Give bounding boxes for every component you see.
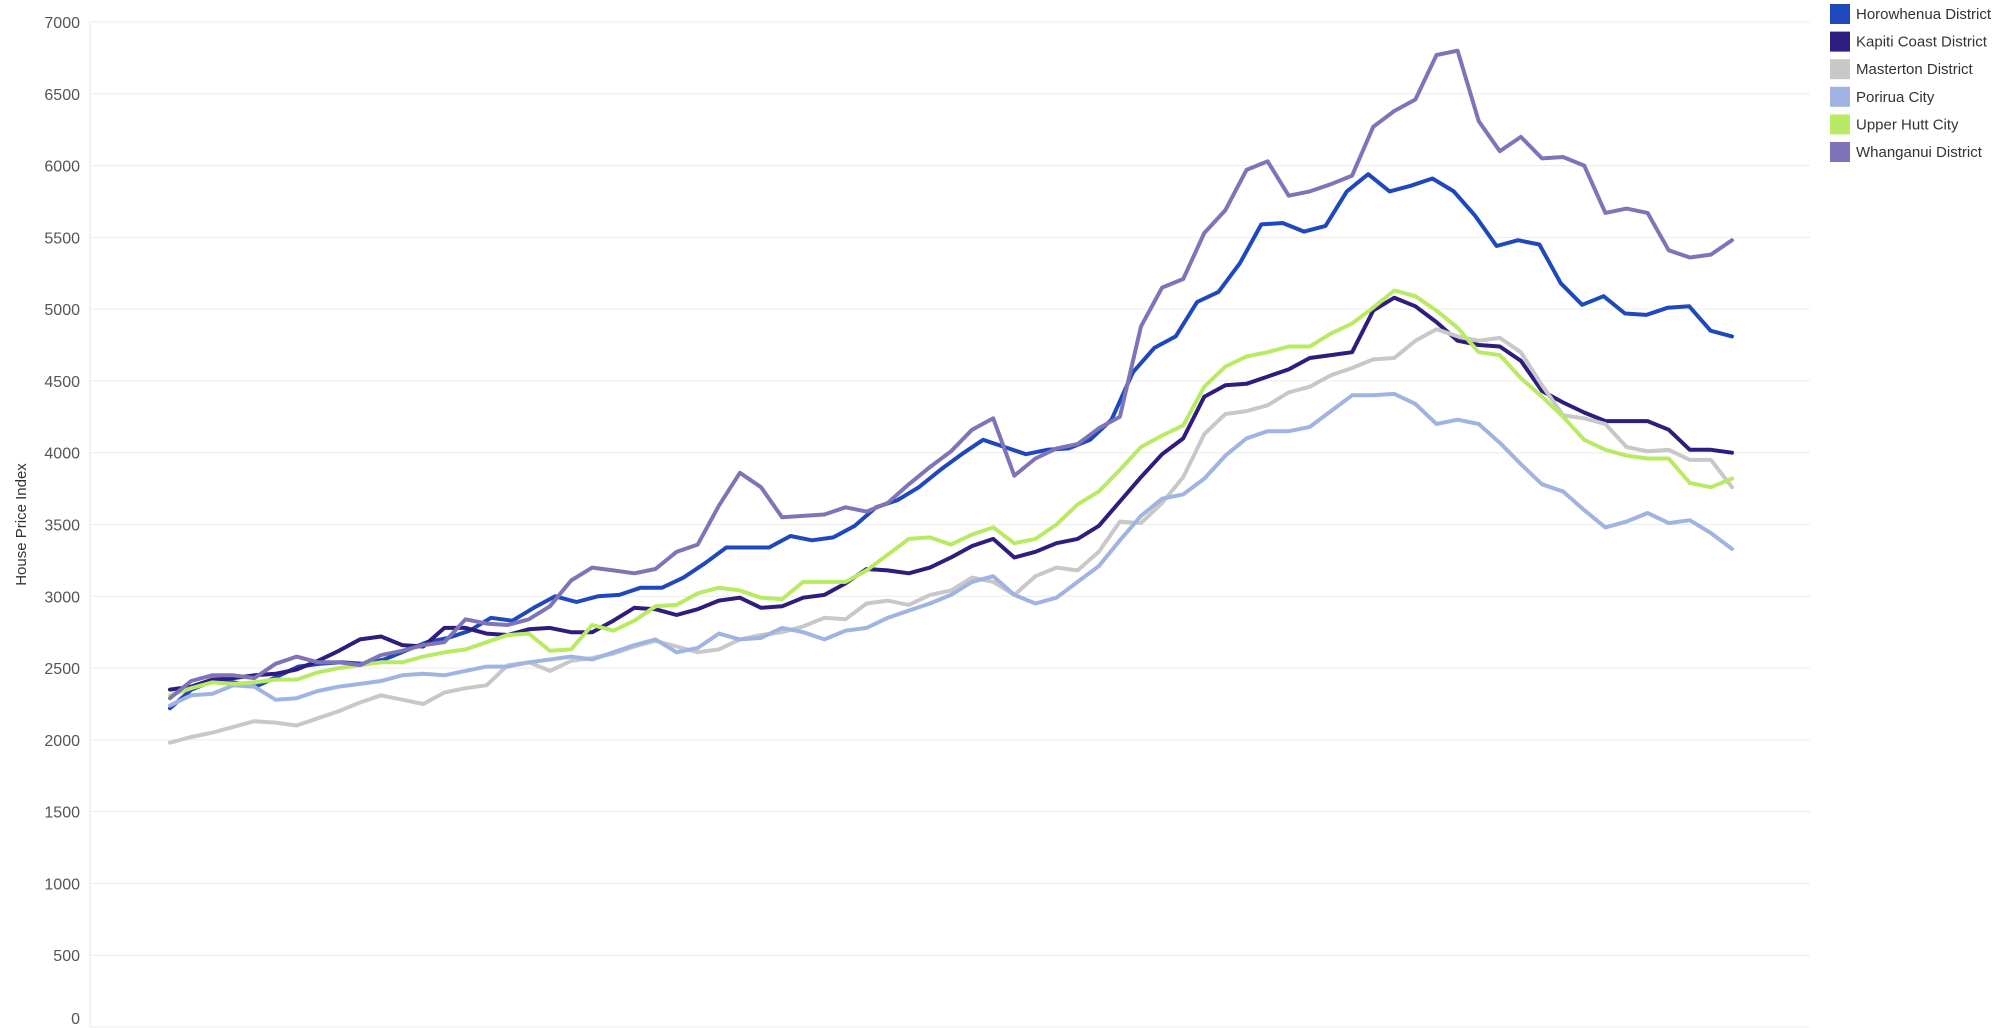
legend-item: Masterton District — [1830, 59, 1974, 80]
y-tick-label: 0 — [71, 1011, 80, 1028]
legend-item: Kapiti Coast District — [1830, 31, 1988, 52]
y-axis: 0 500 1000 1500 2000 2500 3000 3500 4000 4500 5000… — [44, 15, 91, 1028]
y-axis-label: House Price Index — [13, 463, 30, 586]
legend: Horowhenua District Kapiti Coast District… — [1830, 4, 1992, 162]
y-tick-label: 6000 — [44, 159, 80, 176]
legend-item: Porirua City — [1830, 86, 1935, 107]
legend-label: Kapiti Coast District — [1856, 34, 1988, 51]
series-line-porirua-city — [168, 391, 1734, 708]
legend-item: Whanganui District — [1830, 142, 1983, 162]
legend-swatch — [1830, 31, 1850, 52]
legend-label: Upper Hutt City — [1856, 116, 1959, 133]
y-tick-label: 4000 — [44, 446, 80, 463]
legend-swatch — [1830, 59, 1850, 80]
y-tick-label: 1000 — [44, 876, 80, 893]
legend-swatch — [1830, 86, 1850, 107]
series-line-upper-hutt-city — [168, 288, 1734, 698]
plot-area — [168, 48, 1734, 745]
y-tick-label: 5500 — [44, 230, 80, 247]
legend-swatch — [1830, 142, 1850, 162]
y-tick-label: 3000 — [44, 589, 80, 606]
y-tick-label: 5000 — [44, 302, 80, 319]
y-tick-label: 7000 — [44, 15, 80, 32]
y-tick-label: 500 — [53, 948, 80, 965]
legend-label: Porirua City — [1856, 89, 1935, 106]
legend-item: Upper Hutt City — [1830, 114, 1959, 135]
legend-label: Whanganui District — [1856, 144, 1983, 161]
y-tick-label: 2000 — [44, 733, 80, 750]
series-line-whanganui-district — [168, 48, 1734, 701]
legend-swatch — [1830, 4, 1850, 24]
legend-swatch — [1830, 114, 1850, 135]
y-tick-label: 3500 — [44, 518, 80, 535]
legend-item: Horowhenua District — [1830, 4, 1992, 24]
gridlines — [90, 21, 1810, 1028]
y-tick-label: 1500 — [44, 805, 80, 822]
y-tick-label: 6500 — [44, 87, 80, 104]
legend-label: Horowhenua District — [1856, 6, 1992, 23]
y-tick-label: 2500 — [44, 661, 80, 678]
y-tick-label: 4500 — [44, 374, 80, 391]
legend-label: Masterton District — [1856, 61, 1974, 78]
series-line-masterton-district — [168, 327, 1734, 745]
